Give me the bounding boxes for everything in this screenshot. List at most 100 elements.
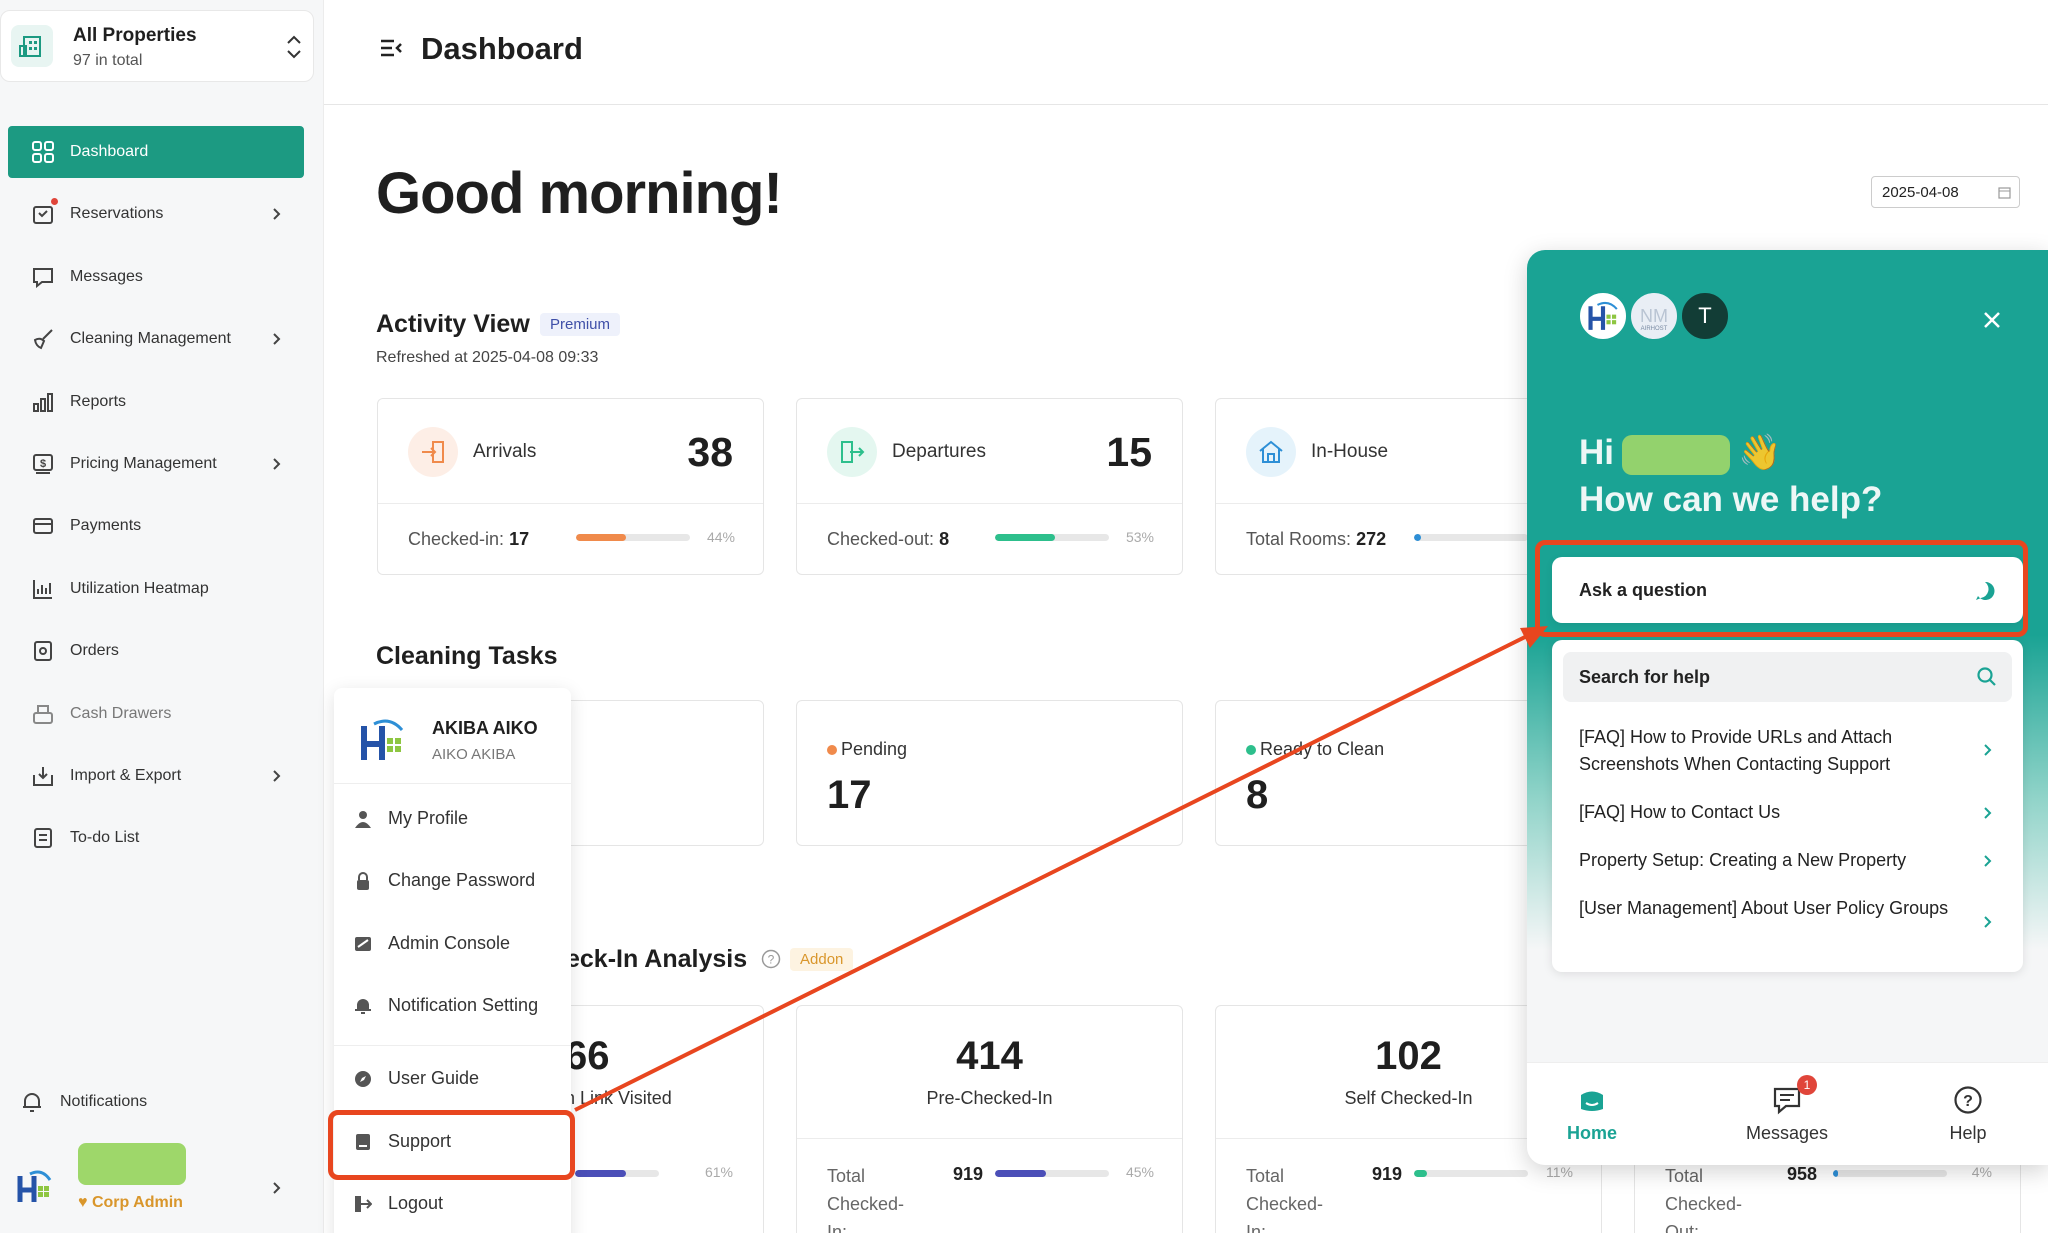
- chat-tab-help[interactable]: ? Help: [1908, 1063, 2028, 1165]
- date-picker[interactable]: 2025-04-08: [1871, 176, 2020, 208]
- card-divider: [797, 1138, 1182, 1139]
- agent-avatar-logo: NM AIRHOST: [1628, 290, 1680, 342]
- checked-in-summary: Checked-in: 17: [408, 529, 529, 550]
- menu-item-notification-setting[interactable]: Notification Setting: [354, 995, 538, 1016]
- chevron-up-down-icon: [283, 31, 305, 63]
- checked-in-label: Checked-in:: [408, 529, 505, 549]
- wave-emoji: 👋: [1738, 433, 1782, 472]
- pre-checked-in-progress-fill: [995, 1170, 1047, 1177]
- faq-item-label: [FAQ] How to Contact Us: [1579, 802, 1781, 822]
- departures-progress-bar: [995, 534, 1109, 541]
- link-visited-progress-bar: [575, 1170, 659, 1177]
- arrivals-progress-bar: [576, 534, 690, 541]
- sidebar: All Properties 97 in total Dashboard Res…: [0, 0, 324, 1233]
- property-title: All Properties: [73, 25, 197, 46]
- arrivals-progress-fill: [576, 534, 627, 541]
- in-house-label: In-House: [1311, 441, 1389, 462]
- total-rooms-count: 272: [1356, 529, 1387, 549]
- faq-item-label: [FAQ] How to Provide URLs and Attach Scr…: [1579, 727, 1893, 774]
- property-switcher[interactable]: All Properties 97 in total: [0, 10, 314, 82]
- sidebar-item-messages[interactable]: Messages: [8, 251, 304, 303]
- user-role-label: Corp Admin: [91, 1194, 183, 1211]
- chat-tab-bar: Home 1 Messages ? Help: [1527, 1062, 2048, 1165]
- svg-text:?: ?: [1982, 586, 1989, 598]
- chat-greeting: Hi 👋: [1579, 432, 1782, 475]
- sidebar-item-cleaning-management[interactable]: Cleaning Management: [8, 313, 304, 365]
- card-icon: [30, 513, 56, 539]
- agent-avatar-initial: T: [1698, 303, 1712, 328]
- checked-out-progress-bar: [1833, 1170, 1947, 1177]
- arrivals-label: Arrivals: [473, 441, 537, 462]
- faq-item-create-property[interactable]: Property Setup: Creating a New Property: [1579, 847, 1979, 874]
- sidebar-item-label: Import & Export: [70, 766, 182, 784]
- faq-item-user-policy-groups[interactable]: [User Management] About User Policy Grou…: [1579, 895, 1979, 922]
- menu-item-user-guide[interactable]: User Guide: [354, 1068, 479, 1089]
- grid-icon: [30, 139, 56, 165]
- self-checked-in-progress-bar: [1414, 1170, 1528, 1177]
- chevron-right-icon: [272, 206, 282, 222]
- menu-item-my-profile[interactable]: My Profile: [354, 808, 468, 829]
- departures-progress-fill: [995, 534, 1056, 541]
- person-icon: [354, 810, 372, 828]
- sidebar-item-pricing-management[interactable]: $ Pricing Management: [8, 438, 304, 490]
- collapse-menu-icon[interactable]: [379, 36, 403, 60]
- status-dot: [1246, 745, 1256, 755]
- notifications-link[interactable]: Notifications: [20, 1090, 147, 1114]
- close-icon[interactable]: [1982, 310, 2002, 330]
- greeting: Good morning!: [376, 161, 783, 226]
- sidebar-item-label: Dashboard: [70, 143, 149, 160]
- checked-out-progress-fill: [1833, 1170, 1838, 1177]
- bell-icon: [20, 1090, 44, 1114]
- company-logo: [14, 1168, 54, 1208]
- departures-percent: 53%: [1125, 529, 1154, 545]
- sidebar-item-todo-list[interactable]: To-do List: [8, 812, 304, 864]
- menu-item-change-password[interactable]: Change Password: [354, 870, 535, 891]
- link-visited-percent: 61%: [704, 1164, 733, 1180]
- menu-item-logout[interactable]: Logout: [354, 1193, 443, 1214]
- pre-checked-in-card[interactable]: 414 Pre-Checked-In Total Checked-In: 919…: [796, 1005, 1183, 1233]
- user-name-redacted: [78, 1143, 186, 1185]
- notifications-label: Notifications: [60, 1093, 148, 1110]
- card-divider: [378, 503, 763, 504]
- sidebar-item-utilization-heatmap[interactable]: Utilization Heatmap: [8, 563, 304, 615]
- help-circle-icon[interactable]: ?: [761, 949, 781, 969]
- sidebar-item-orders[interactable]: Orders: [8, 625, 304, 677]
- user-subname: AIKO AKIBA: [432, 746, 516, 763]
- checked-in-count: 17: [509, 529, 530, 549]
- sidebar-item-reservations[interactable]: Reservations: [8, 188, 304, 240]
- pending-card[interactable]: Pending 17: [796, 700, 1183, 846]
- sidebar-item-dashboard[interactable]: Dashboard: [8, 126, 304, 178]
- admin-console-icon: [354, 935, 372, 953]
- faq-item-contact-us[interactable]: [FAQ] How to Contact Us: [1579, 799, 1979, 826]
- total-checked-out-value: 958: [1787, 1164, 1818, 1184]
- sidebar-item-cash-drawers[interactable]: Cash Drawers: [8, 688, 304, 740]
- unread-dot: [51, 198, 58, 206]
- user-menu-dropdown: AKIBA AIKO AIKO AKIBA My Profile Change …: [334, 688, 571, 1233]
- ask-question-button[interactable]: Ask a question ?: [1552, 557, 2023, 623]
- sidebar-item-reports[interactable]: Reports: [8, 376, 304, 428]
- self-checked-in-percent: 11%: [1546, 1164, 1573, 1180]
- self-checked-in-label: Self Checked-In: [1344, 1088, 1473, 1108]
- arrivals-card[interactable]: Arrivals 38 Checked-in: 17 44%: [377, 398, 764, 575]
- faq-item-urls-screenshots[interactable]: [FAQ] How to Provide URLs and Attach Scr…: [1579, 724, 1979, 778]
- menu-item-support[interactable]: Support: [354, 1131, 451, 1152]
- chat-tab-messages[interactable]: 1 Messages: [1727, 1063, 1847, 1165]
- ask-question-highlight-box: [1535, 540, 2028, 637]
- sidebar-item-label: Pricing Management: [70, 454, 217, 472]
- search-help-input[interactable]: Search for help: [1563, 652, 2012, 702]
- user-name-redacted: [1622, 434, 1730, 475]
- in-house-progress-bar: [1414, 534, 1528, 541]
- menu-divider: [334, 1045, 571, 1046]
- user-menu-chevron-icon[interactable]: [272, 1180, 282, 1196]
- pre-checked-in-progress-bar: [995, 1170, 1109, 1177]
- cleaning-card-hidden[interactable]: [560, 700, 764, 846]
- sidebar-item-import-export[interactable]: Import & Export: [8, 750, 304, 802]
- menu-item-admin-console[interactable]: Admin Console: [354, 933, 510, 954]
- card-divider: [1216, 1138, 1601, 1139]
- chat-tab-home[interactable]: Home: [1532, 1063, 1652, 1165]
- building-icon: [11, 25, 53, 67]
- home-icon: [1577, 1085, 1607, 1115]
- sidebar-item-payments[interactable]: Payments: [8, 500, 304, 552]
- departures-card[interactable]: Departures 15 Checked-out: 8 53%: [796, 398, 1183, 575]
